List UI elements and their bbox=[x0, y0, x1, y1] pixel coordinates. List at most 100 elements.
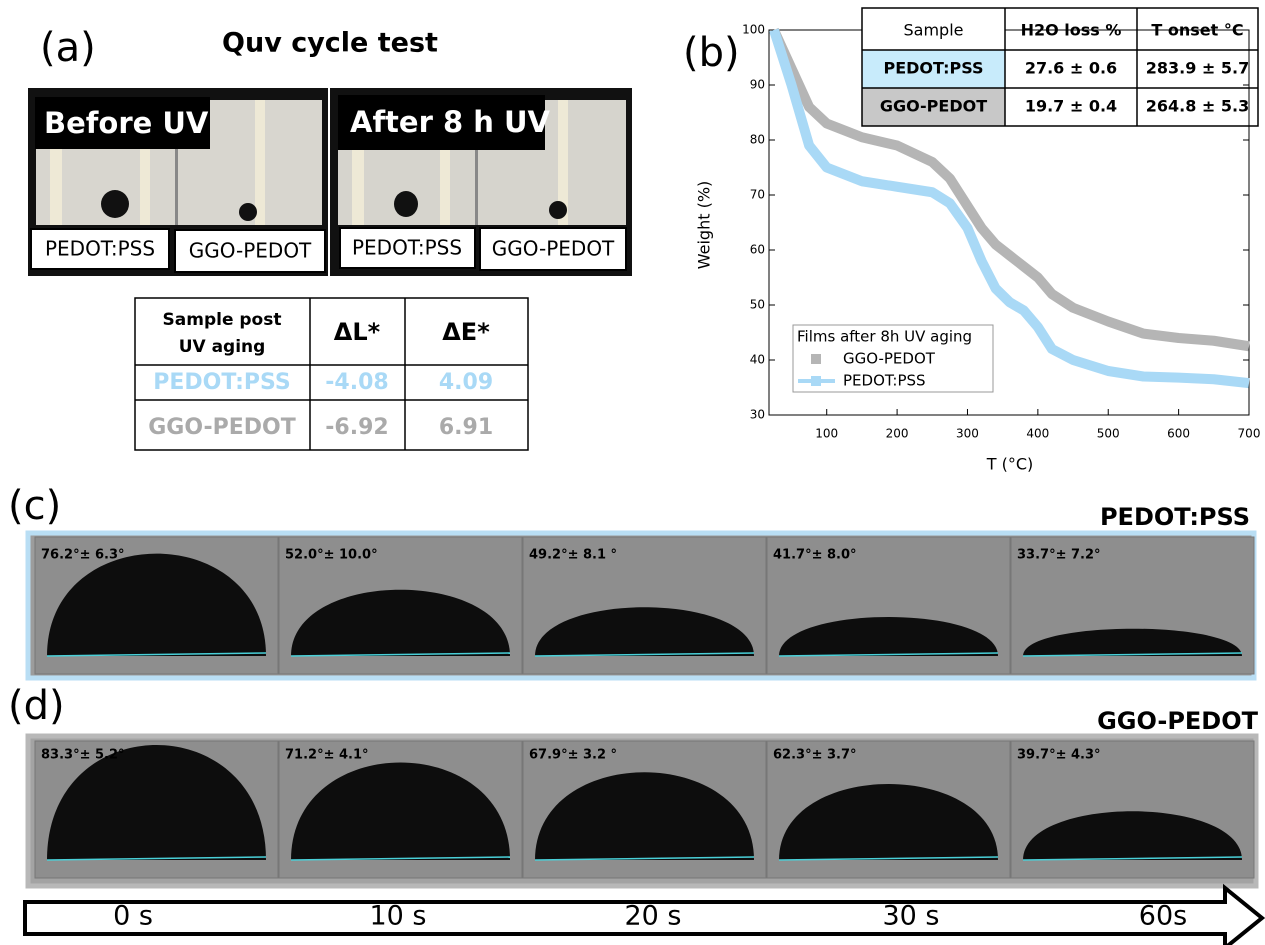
table-header: Sample post bbox=[163, 310, 282, 330]
droplet bbox=[535, 772, 754, 860]
contact-angle: 41.7°± 8.0° bbox=[773, 548, 857, 563]
time-label: 0 s bbox=[113, 901, 153, 932]
table-header: Sample bbox=[904, 21, 964, 40]
table-cell-bg bbox=[862, 8, 1005, 50]
sample-title: PEDOT:PSS bbox=[1100, 503, 1250, 531]
panel-label: (b) bbox=[683, 30, 740, 76]
baseline bbox=[534, 856, 755, 861]
baseline bbox=[290, 856, 511, 861]
sample-label: PEDOT:PSS bbox=[352, 236, 462, 260]
table-header: T onset °C bbox=[1151, 21, 1243, 40]
table-cell: GGO-PEDOT bbox=[880, 97, 987, 116]
table-cell: 27.6 ± 0.6 bbox=[1025, 59, 1117, 78]
y-axis-label: Weight (%) bbox=[695, 181, 714, 270]
table-header: ΔL* bbox=[334, 318, 381, 346]
x-tick-label: 300 bbox=[956, 427, 979, 441]
contact-angle: 33.7°± 7.2° bbox=[1017, 548, 1101, 563]
contact-angle: 71.2°± 4.1° bbox=[285, 748, 369, 763]
table-cell: PEDOT:PSS bbox=[153, 370, 291, 395]
y-tick-label: 70 bbox=[750, 188, 765, 202]
legend-label: GGO-PEDOT bbox=[843, 350, 936, 368]
droplet bbox=[291, 589, 510, 656]
baseline bbox=[46, 856, 267, 861]
table-cell: 4.09 bbox=[439, 370, 493, 395]
y-tick-label: 60 bbox=[750, 243, 765, 257]
x-tick-label: 600 bbox=[1167, 427, 1190, 441]
sample-title: GGO-PEDOT bbox=[1097, 707, 1259, 735]
contact-angle: 62.3°± 3.7° bbox=[773, 748, 857, 763]
time-arrow bbox=[23, 883, 1265, 945]
table-header: H2O loss % bbox=[1021, 21, 1122, 40]
baseline bbox=[290, 652, 511, 657]
baseline bbox=[778, 856, 999, 861]
x-tick-label: 500 bbox=[1097, 427, 1120, 441]
photo-caption: Before UV bbox=[44, 106, 209, 140]
table-cell-bg bbox=[862, 88, 1005, 126]
table-cell: GGO-PEDOT bbox=[148, 415, 295, 440]
photo-caption: After 8 h UV bbox=[350, 105, 551, 139]
contact-angle: 67.9°± 3.2 ° bbox=[529, 748, 617, 763]
panel-label: (c) bbox=[8, 483, 61, 529]
table-header: ΔE* bbox=[442, 318, 490, 346]
droplet bbox=[1023, 628, 1242, 656]
contact-angle: 83.3°± 5.2° bbox=[41, 748, 125, 763]
time-label: 30 s bbox=[882, 901, 939, 932]
time-label: 10 s bbox=[369, 901, 426, 932]
y-tick-label: 50 bbox=[750, 298, 765, 312]
x-tick-label: 100 bbox=[815, 427, 838, 441]
table-cell: PEDOT:PSS bbox=[883, 59, 983, 78]
droplet bbox=[47, 553, 266, 656]
droplet bbox=[779, 617, 998, 656]
droplet bbox=[535, 607, 754, 656]
baseline bbox=[1022, 652, 1243, 657]
y-tick-label: 100 bbox=[742, 23, 765, 37]
table-cell: -6.92 bbox=[325, 415, 388, 440]
sample-label: GGO-PEDOT bbox=[189, 239, 312, 263]
panel-title: Quv cycle test bbox=[222, 28, 438, 59]
legend-label: PEDOT:PSS bbox=[843, 372, 926, 390]
series-line bbox=[769, 27, 1250, 352]
table-header: UV aging bbox=[179, 337, 266, 357]
table-cell: -4.08 bbox=[325, 370, 388, 395]
sample-label: PEDOT:PSS bbox=[45, 237, 155, 261]
baseline bbox=[46, 652, 267, 657]
table-cell: 6.91 bbox=[439, 415, 493, 440]
legend-marker bbox=[811, 354, 821, 364]
y-tick-label: 30 bbox=[750, 408, 765, 422]
plot-frame bbox=[768, 29, 1250, 416]
plot: 30 40 50 60 70 80 90 100 100 200 300 400 500 600 700 Fi… bbox=[742, 7, 1261, 441]
droplet bbox=[779, 783, 998, 860]
contact-angle: 52.0°± 10.0° bbox=[285, 548, 378, 563]
panel-label: (d) bbox=[8, 683, 65, 729]
photos bbox=[28, 88, 632, 276]
baseline bbox=[1022, 856, 1243, 861]
x-axis-label: T (°C) bbox=[986, 455, 1034, 474]
table-frame bbox=[861, 7, 1259, 127]
legend-marker bbox=[811, 376, 821, 386]
time-label: 20 s bbox=[624, 901, 681, 932]
sample-label: GGO-PEDOT bbox=[492, 237, 615, 261]
table-cell: 283.9 ± 5.7 bbox=[1146, 59, 1250, 78]
x-tick-label: 400 bbox=[1026, 427, 1049, 441]
series-line bbox=[769, 28, 1250, 389]
x-tick-label: 200 bbox=[886, 427, 909, 441]
y-tick-label: 40 bbox=[750, 353, 765, 367]
baseline bbox=[534, 652, 755, 657]
droplet bbox=[1023, 811, 1242, 860]
table-cell-bg bbox=[862, 50, 1005, 88]
panel-label: (a) bbox=[40, 25, 96, 71]
y-tick-label: 80 bbox=[750, 133, 765, 147]
y-tick-label: 90 bbox=[750, 78, 765, 92]
baseline bbox=[778, 652, 999, 657]
x-tick-label: 700 bbox=[1238, 427, 1261, 441]
table-grid bbox=[134, 297, 529, 451]
contact-angle: 76.2°± 6.3° bbox=[41, 548, 125, 563]
legend-title: Films after 8h UV aging bbox=[797, 328, 972, 346]
droplets: 76.2°± 6.3° 52.0°± 10.0° 49.2°± 8.1 ° 41.7°… bbox=[34, 536, 1255, 879]
droplet bbox=[291, 762, 510, 860]
table-cell: 19.7 ± 0.4 bbox=[1025, 97, 1117, 116]
table-cell: 264.8 ± 5.3 bbox=[1146, 97, 1250, 116]
time-label: 60s bbox=[1139, 901, 1187, 932]
timeline: 0 s 10 s 20 s 30 s 60s bbox=[113, 901, 1187, 932]
